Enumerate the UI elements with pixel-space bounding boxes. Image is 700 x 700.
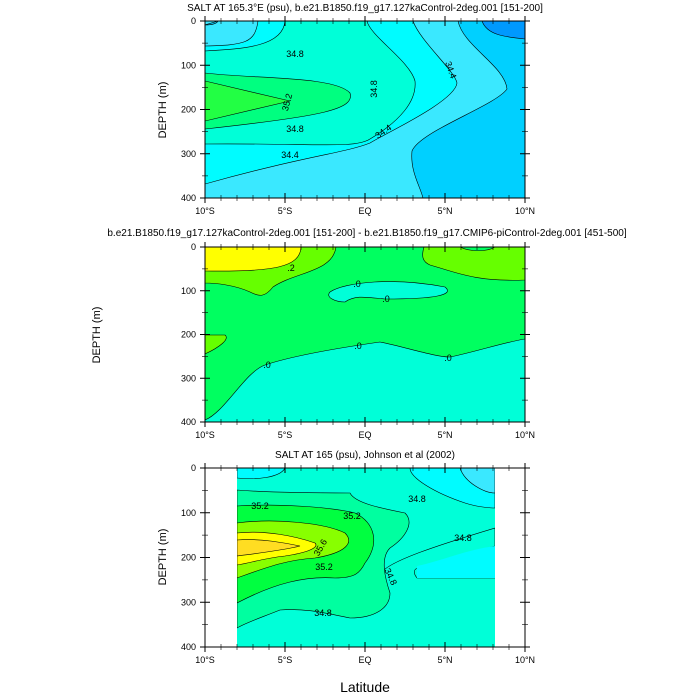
x-tick-label: 5°S — [278, 206, 293, 216]
y-tick-label: 0 — [191, 242, 196, 252]
panel1-ylabel: DEPTH (m) — [157, 82, 169, 139]
region-blue — [411, 21, 525, 198]
y-tick-label: 300 — [181, 373, 196, 383]
region-aqua-island — [328, 281, 448, 303]
contour-label: .0 — [444, 353, 452, 363]
panel3-ylabel: DEPTH (m) — [157, 529, 169, 586]
contour-label: .2 — [287, 263, 295, 273]
y-tick-label: 0 — [191, 463, 196, 473]
x-tick-label: 5°S — [278, 430, 293, 440]
region-lime-right — [422, 247, 525, 281]
y-tick-label: 400 — [181, 417, 196, 427]
region-deep-blue — [481, 21, 525, 40]
panel2-ylabel: DEPTH (m) — [91, 307, 103, 364]
y-tick-label: 200 — [181, 553, 196, 563]
x-tick-label: 10°N — [515, 206, 535, 216]
y-tick-label: 0 — [191, 16, 196, 26]
y-tick-label: 200 — [181, 105, 196, 115]
contour-label: 35.2 — [315, 562, 333, 572]
panel2-title: b.e21.B1850.f19_g17.127kaControl-2deg.00… — [107, 228, 626, 239]
contour-label: .0 — [353, 279, 361, 289]
contour-label: 34.8 — [286, 124, 304, 134]
region-aqua — [205, 338, 525, 422]
y-tick-label: 100 — [181, 60, 196, 70]
x-tick-label: EQ — [358, 206, 371, 216]
panel3-title: SALT AT 165 (psu), Johnson et al (2002) — [275, 450, 455, 461]
contour-label: 34.8 — [369, 80, 379, 98]
panel3-plot: 35.2 35.2 34.8 34.8 35.6 35.2 34.8 34.8 … — [181, 463, 535, 665]
contour-label: .0 — [354, 341, 362, 351]
x-axis-label: Latitude — [340, 679, 390, 695]
contour-label: .0 — [263, 360, 271, 370]
y-tick-label: 100 — [181, 508, 196, 518]
y-tick-label: 200 — [181, 330, 196, 340]
contour-label: 35.2 — [251, 501, 269, 511]
contour-label: 34.8 — [314, 608, 332, 618]
panel2-plot: .2 .0 .0 .0 .0 .0 10°S 5°S EQ 5°N 10°N 0 100 20… — [181, 242, 535, 440]
region-gold — [237, 539, 301, 557]
panel1-plot: 34.8 35.2 34.8 34.4 34.8 34.4 34.4 10°S 5… — [181, 16, 535, 216]
x-tick-label: 5°N — [437, 655, 452, 665]
panel1-title: SALT AT 165.3°E (psu), b.e21.B1850.f19_g… — [187, 3, 543, 14]
x-tick-label: 10°S — [195, 655, 215, 665]
contour-label: 34.8 — [286, 49, 304, 59]
x-tick-label: 5°N — [437, 430, 452, 440]
x-tick-label: 5°S — [278, 655, 293, 665]
contour-label: 34.4 — [281, 150, 299, 160]
y-tick-label: 400 — [181, 642, 196, 652]
region-bright-green — [205, 80, 291, 122]
contour-label: 34.8 — [408, 494, 426, 504]
contour-label: 35.2 — [280, 92, 294, 112]
x-tick-label: EQ — [358, 655, 371, 665]
contour-label: 35.2 — [343, 511, 361, 521]
x-tick-label: 10°S — [195, 430, 215, 440]
y-tick-label: 300 — [181, 597, 196, 607]
contour-label: 34.8 — [454, 533, 472, 543]
y-tick-label: 300 — [181, 149, 196, 159]
x-tick-label: 10°S — [195, 206, 215, 216]
y-tick-label: 400 — [181, 193, 196, 203]
x-tick-label: 10°N — [515, 655, 535, 665]
contour-label: .0 — [382, 294, 390, 304]
region-yellow — [205, 247, 302, 272]
x-tick-label: EQ — [358, 430, 371, 440]
region-cyan-lower — [417, 546, 495, 578]
region-light-cyan — [459, 468, 495, 494]
x-tick-label: 5°N — [437, 206, 452, 216]
x-tick-label: 10°N — [515, 430, 535, 440]
y-tick-label: 100 — [181, 286, 196, 296]
